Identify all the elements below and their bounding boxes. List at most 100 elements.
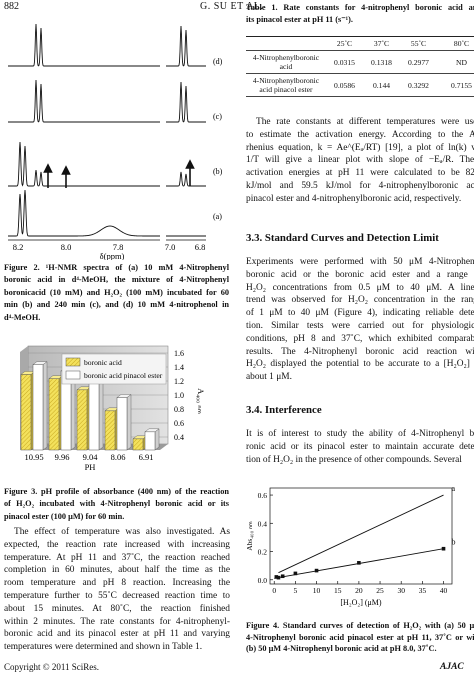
page-number: 882 [4,1,19,12]
text-line: to estimate the activation energy. Accor… [246,129,474,140]
text-line: conditions, pH 8 and 37˚C, which exhibit… [246,333,474,344]
x-tick-label: 8.0 [61,242,72,252]
table-cell: 0.0586 [326,73,363,97]
text-line: boronic acid or the boronic acid ester a… [246,269,474,280]
text-line: 1/T will give a linear plot with slope o… [246,155,474,166]
x-tick-label: 30 [397,586,405,595]
text-line: H₂O₂ concentrations from 0.5 μM to 40 μM… [246,282,474,293]
x-tick-label: 7.0 [165,242,176,252]
text-line: about 15 minutes. At 80˚C, the reaction … [4,603,230,614]
table-header: 25˚C [326,36,363,51]
text-line: completion in 60 minutes, about half the… [4,565,230,576]
spectrum [8,23,160,67]
paragraph: The effect of temperature was also inves… [4,526,230,654]
text-line: Table 1. Rate constants for 4-nitropheny… [246,3,474,12]
x-tick-label: 6.8 [195,242,206,252]
table-cell: 0.0315 [326,50,363,74]
bar-side [42,361,48,451]
section-heading: 3.3. Standard Curves and Detection Limit [246,232,439,244]
bar [32,364,44,451]
text-line: about 1 μM. [246,372,292,383]
text-line: trend was observed for H₂O₂ concentratio… [246,295,474,306]
bar [76,389,88,451]
x-tick-label: 6.91 [139,452,154,462]
panel-label: (c) [213,112,222,121]
figure-caption: Figure 2. ¹H-NMR spectra of (a) 10 mM 4-… [4,262,229,324]
text-line: d⁴-MeOH. [4,312,41,322]
data-point [314,568,319,573]
line-chart: 0.0 0.2 0.4 0.6 0 5 10 15 20 25 30 35 40 a b [H₂O₂] (μM… [245,484,456,607]
paragraph: Experiments were performed with 50 μM 4-… [246,256,474,384]
text-line: tion. Similar tests were carried out for… [246,320,474,331]
text-line: Figure 2. ¹H-NMR spectra of (a) 10 mM 4-… [4,263,229,272]
text-line: (b) 50 μM 4-Nitrophenyl boronic acid at … [246,644,437,654]
text-line: of H₂O₂ incubated with 4-Nitrophenyl bor… [4,499,229,509]
legend-label: boronic acid [84,358,122,367]
x-tick-label: 20 [355,586,363,595]
bar [116,397,128,451]
text-line: boronic acid and its pinacol ester at pH… [4,629,230,640]
panel-label: (d) [213,57,223,66]
figure-caption: Figure 4. Standard curves of detection o… [246,620,474,655]
x-tick-label: 9.04 [83,452,99,462]
table-cell: 0.144 [363,73,400,97]
text-line: within 2 minutes. The rate constants for… [4,616,230,627]
line-label: a [452,484,456,493]
table-header: 37˚C [363,36,400,51]
y-tick-label: 0.0 [258,576,268,585]
spectrum [166,81,206,123]
data-point [280,574,285,579]
bar [132,438,144,451]
text-line: The effect of temperature was also inves… [14,527,230,537]
text-line: It is of interest to study the ability o… [246,429,474,439]
spectrum [8,79,160,123]
table-cell: 0.2977 [400,50,437,74]
text-line: kJ/mol and 59.5 kJ/mol for 4-nitrophenyl… [246,180,474,191]
text-line: boronic acid in d⁴-MeOH, the mixture of … [4,275,229,285]
x-tick-label: 40 [440,586,448,595]
table-cell: 0.7155 [437,73,474,97]
bar-side [98,379,104,451]
running-title: G. SU ET AL. [200,1,264,12]
text-line: boronicacid (10 mM) and H₂O₂ (100 mM) in… [4,287,229,297]
table-header-row: 25˚C 37˚C 55˚C 80˚C [246,36,474,51]
table-cell [246,36,326,51]
bar-top [144,428,160,433]
bar [88,382,100,451]
x-tick-label: 8.06 [111,452,126,462]
panel-label: (a) [213,212,222,221]
x-axis-label: δ(ppm) [100,251,125,260]
y-tick-label: 0.8 [174,405,184,414]
y-tick-label: 0.4 [174,433,184,442]
text-line: pinacol ester (100 μM) for 60 min. [4,511,125,521]
data-point [357,561,361,565]
text-line: tion of H₂O₂ in the presence of other co… [246,454,462,465]
text-line: 4-Nitrophenyl boronic acid pinacol ester… [246,632,474,642]
y-tick-label: 1.4 [174,363,184,372]
table-row: 4-Nitrophenylboronic acid 0.0315 0.1318 … [246,50,474,74]
text-line: ronic acid or its pinacol ester to maint… [246,441,474,452]
fit-line [278,494,444,574]
panel-label: (b) [213,167,223,176]
spectrum [166,25,206,67]
x-tick-label: 10.95 [24,452,43,462]
text-line: rhenius equation, k = Ae^(Eₐ/RT) [19], a… [246,142,474,153]
section-heading: 3.4. Interference [246,404,322,416]
table-row: 4-Nitrophenylboronic acid pinacol ester … [246,73,474,97]
y-tick-label: 1.2 [174,377,184,386]
x-axis-label: [H₂O₂] (μM) [340,598,382,607]
legend-swatch [65,357,81,367]
text-line: pinacol ester and 4-nitrophenylboronic a… [246,193,462,204]
bar-side [126,394,132,451]
y-axis-label: Abs₄₀₀ ₙₘ [245,521,254,551]
paragraph: The rate constants at different temperat… [246,116,474,206]
y-tick-label: 0.6 [174,419,184,428]
text-line: temperatures were determined and shown i… [4,642,203,653]
y-axis-label: A₄₀₀ ₙₘ [196,388,206,415]
legend-swatch [65,370,81,380]
text-line: temperature. At pH 11 and 37˚C, the reac… [4,552,230,563]
data-point [276,575,281,580]
copyright: Copyright © 2011 SciRes. [4,662,100,672]
text-line: temperature further to 55˚C decreased re… [4,590,230,601]
data-point [274,575,279,579]
